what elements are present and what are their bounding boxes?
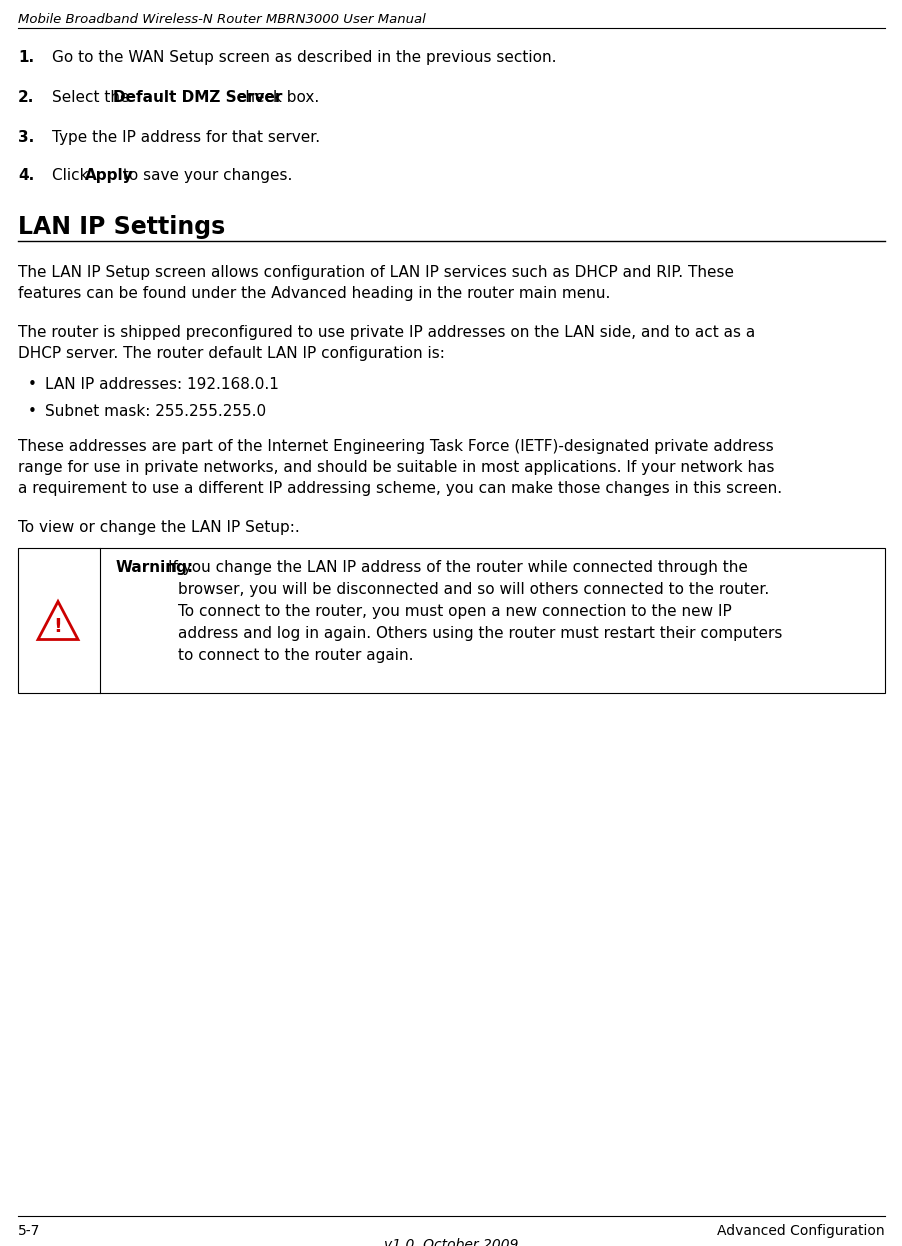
- Text: to connect to the router again.: to connect to the router again.: [179, 648, 413, 663]
- Text: check box.: check box.: [232, 90, 318, 105]
- Text: These addresses are part of the Internet Engineering Task Force (IETF)-designate: These addresses are part of the Internet…: [18, 439, 773, 454]
- Text: Click: Click: [52, 168, 93, 183]
- Text: Apply: Apply: [85, 168, 133, 183]
- Text: DHCP server. The router default LAN IP configuration is:: DHCP server. The router default LAN IP c…: [18, 346, 445, 361]
- Text: Select the: Select the: [52, 90, 134, 105]
- Text: The LAN IP Setup screen allows configuration of LAN IP services such as DHCP and: The LAN IP Setup screen allows configura…: [18, 265, 733, 280]
- Text: 2.: 2.: [18, 90, 34, 105]
- Text: browser, you will be disconnected and so will others connected to the router.: browser, you will be disconnected and so…: [179, 582, 769, 597]
- Text: Default DMZ Server: Default DMZ Server: [113, 90, 282, 105]
- Text: Warning:: Warning:: [115, 559, 194, 574]
- Text: Mobile Broadband Wireless-N Router MBRN3000 User Manual: Mobile Broadband Wireless-N Router MBRN3…: [18, 12, 425, 26]
- Text: •: •: [28, 378, 37, 392]
- Text: Go to the WAN Setup screen as described in the previous section.: Go to the WAN Setup screen as described …: [52, 50, 556, 65]
- Text: Advanced Configuration: Advanced Configuration: [716, 1224, 884, 1239]
- Text: •: •: [28, 404, 37, 419]
- Text: LAN IP addresses: 192.168.0.1: LAN IP addresses: 192.168.0.1: [45, 378, 279, 392]
- Text: To connect to the router, you must open a new connection to the new IP: To connect to the router, you must open …: [179, 604, 732, 619]
- Text: LAN IP Settings: LAN IP Settings: [18, 216, 225, 239]
- Polygon shape: [38, 602, 78, 639]
- Text: !: !: [53, 617, 62, 635]
- Text: address and log in again. Others using the router must restart their computers: address and log in again. Others using t…: [179, 625, 782, 640]
- Text: 3.: 3.: [18, 130, 34, 145]
- Text: a requirement to use a different IP addressing scheme, you can make those change: a requirement to use a different IP addr…: [18, 481, 781, 496]
- Text: range for use in private networks, and should be suitable in most applications. : range for use in private networks, and s…: [18, 460, 774, 475]
- Text: If you change the LAN IP address of the router while connected through the: If you change the LAN IP address of the …: [168, 559, 748, 574]
- Bar: [18, 548, 884, 693]
- Text: Type the IP address for that server.: Type the IP address for that server.: [52, 130, 320, 145]
- Text: To view or change the LAN IP Setup:.: To view or change the LAN IP Setup:.: [18, 520, 299, 535]
- Text: 5-7: 5-7: [18, 1224, 41, 1239]
- Text: v1.0, October 2009: v1.0, October 2009: [383, 1239, 518, 1246]
- Text: The router is shipped preconfigured to use private IP addresses on the LAN side,: The router is shipped preconfigured to u…: [18, 325, 754, 340]
- Text: features can be found under the Advanced heading in the router main menu.: features can be found under the Advanced…: [18, 287, 610, 302]
- Text: to save your changes.: to save your changes.: [118, 168, 292, 183]
- Text: Subnet mask: 255.255.255.0: Subnet mask: 255.255.255.0: [45, 404, 266, 419]
- Text: 1.: 1.: [18, 50, 34, 65]
- Text: 4.: 4.: [18, 168, 34, 183]
